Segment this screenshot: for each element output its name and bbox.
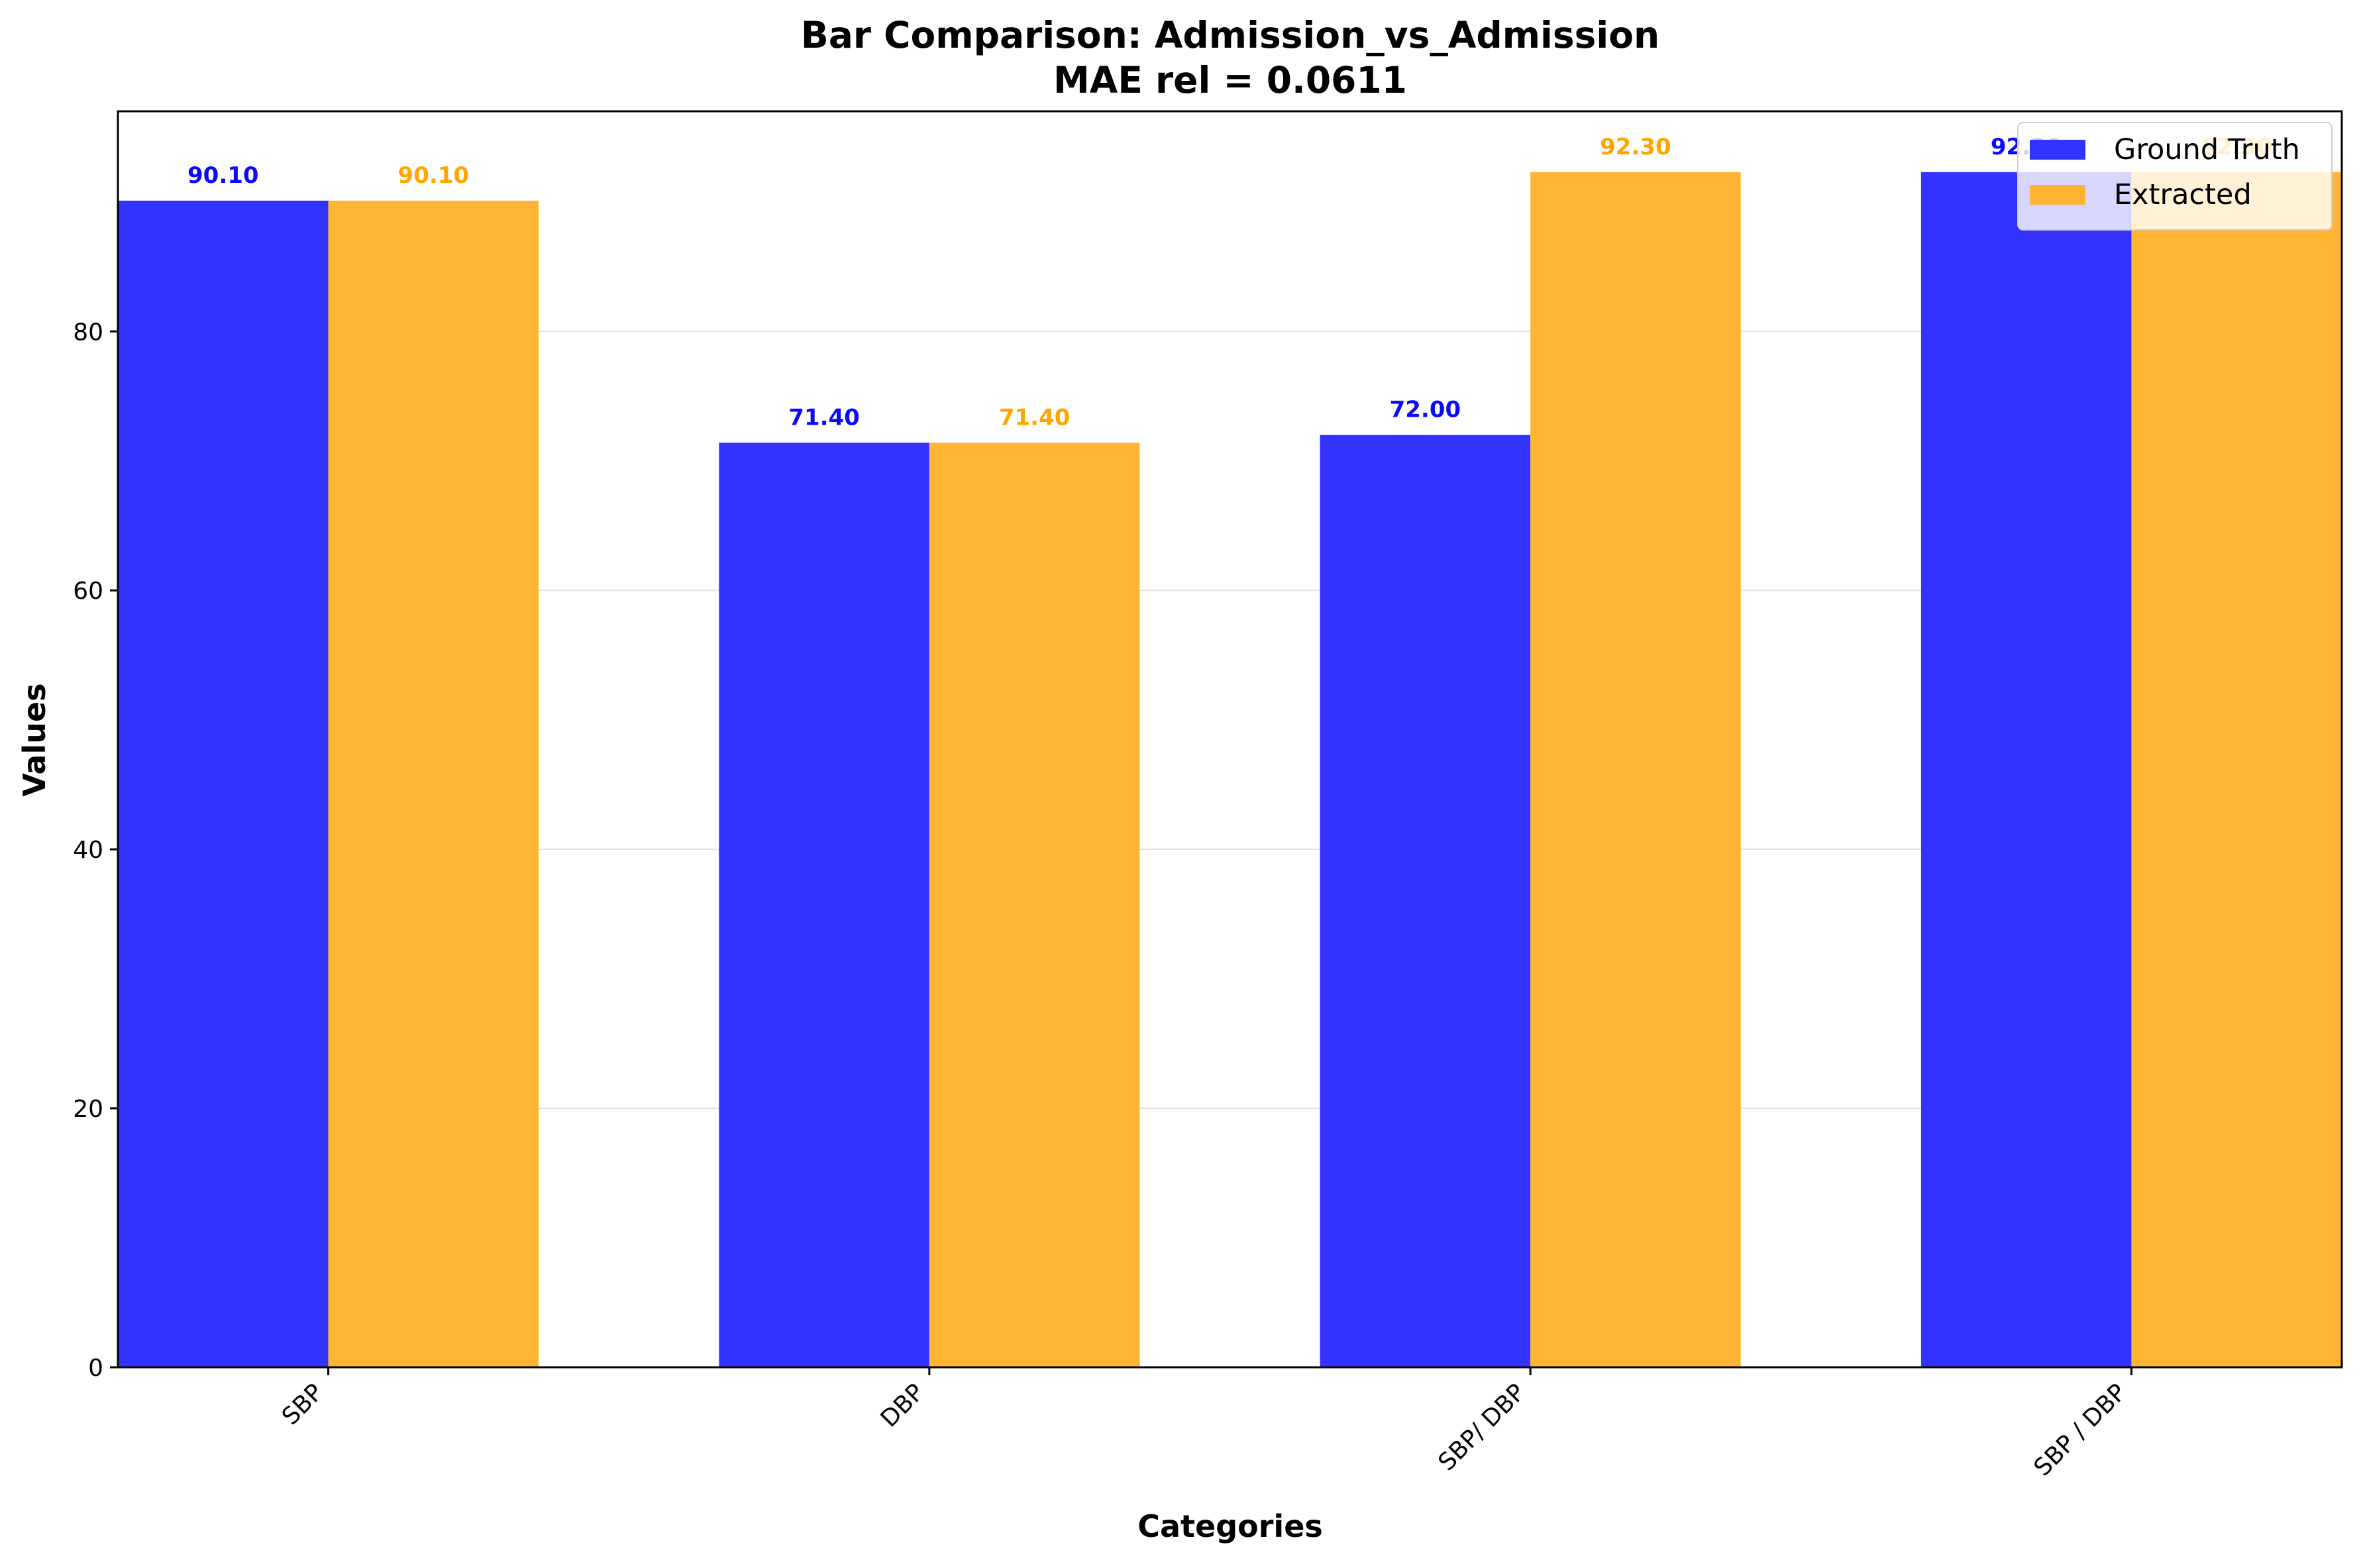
y-axis-ticks: 0 20 40 60 80 [73,319,118,1382]
bar-extracted [1530,172,1741,1367]
x-tick-label: SBP/ DBP [1433,1379,1530,1476]
bar-value-label: 90.10 [398,162,470,189]
bar-value-label: 71.40 [788,404,860,431]
x-axis-ticks: SBP DBP SBP/ DBP SBP / DBP [277,1367,2132,1482]
legend: Ground Truth Extracted [2017,122,2333,231]
bar-extracted [929,443,1140,1367]
bar-ground-truth [719,443,929,1367]
bar-ground-truth [1920,172,2132,1367]
legend-swatch [2030,185,2085,205]
bar-value-label: 71.40 [999,404,1071,431]
legend-swatch [2030,140,2085,160]
legend-label: Ground Truth [2114,133,2300,166]
y-tick-label: 60 [73,578,103,605]
legend-label: Extracted [2114,178,2252,211]
bar-value-label: 72.00 [1390,397,1461,423]
bar-extracted [328,200,539,1367]
chart-subtitle: MAE rel = 0.0611 [1053,59,1407,101]
bar-ground-truth [1320,435,1531,1367]
y-tick-label: 20 [73,1096,103,1123]
plot-frame [117,110,2343,1369]
y-tick-label: 40 [73,837,103,864]
x-tick-label: SBP [277,1379,329,1430]
bars-layer [118,172,2342,1367]
y-tick-label: 0 [88,1355,103,1382]
y-tick-label: 80 [73,319,103,346]
bar-value-label: 90.10 [187,162,259,189]
x-axis-label: Categories [1137,1508,1323,1544]
x-tick-label: DBP [876,1379,929,1432]
bar-ground-truth [118,200,329,1367]
y-axis-label: Values [17,683,52,796]
bar-extracted [2131,172,2342,1367]
chart-title: Bar Comparison: Admission_vs_Admission [801,14,1659,56]
legend-box [2017,122,2333,231]
x-tick-label: SBP / DBP [2029,1379,2132,1481]
bar-value-label: 92.30 [1600,134,1671,160]
